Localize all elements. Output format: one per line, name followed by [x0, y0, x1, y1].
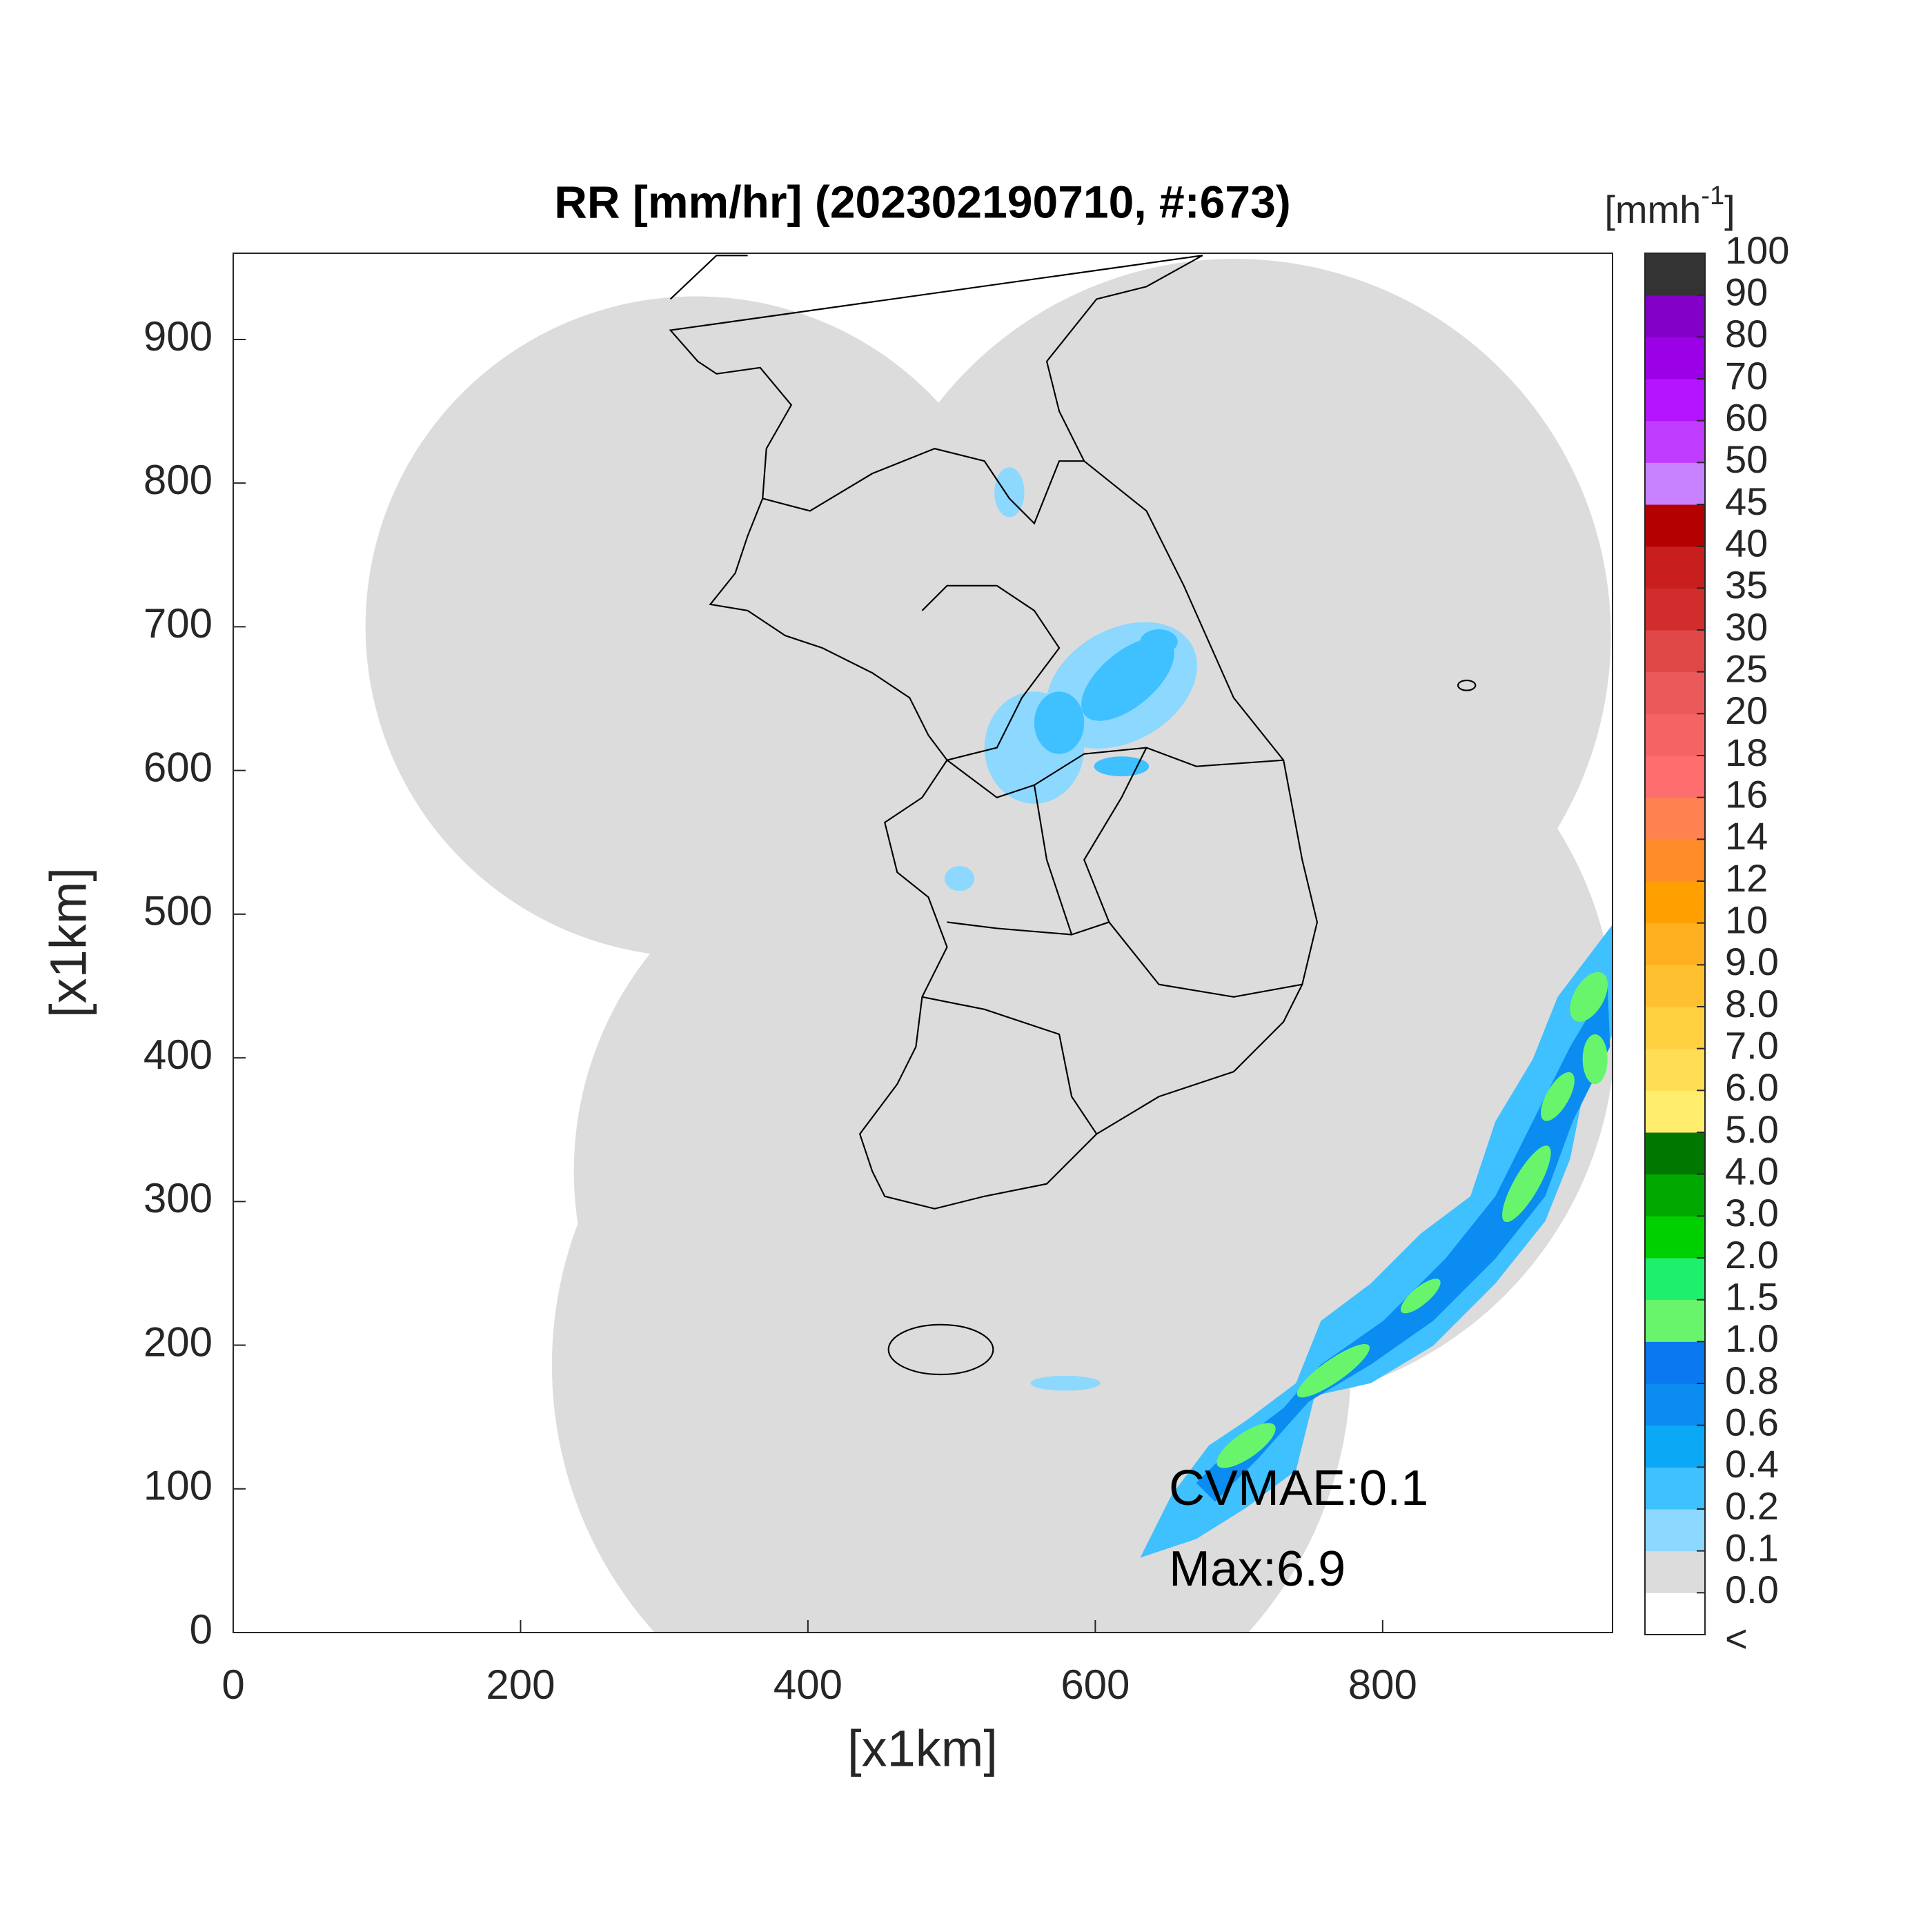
colorbar-band — [1645, 504, 1705, 547]
colorbar-tick-label: 2.0 — [1725, 1233, 1779, 1276]
colorbar-band — [1645, 1174, 1705, 1216]
colorbar-tick-label: 0.4 — [1725, 1442, 1779, 1486]
colorbar-band — [1645, 713, 1705, 756]
colorbar-tick-label: 30 — [1725, 605, 1768, 649]
colorbar-band — [1645, 1341, 1705, 1384]
x-tick-label: 400 — [773, 1662, 842, 1708]
colorbar-band — [1645, 337, 1705, 379]
y-tick-label: 800 — [144, 457, 213, 503]
x-tick-label: 600 — [1061, 1662, 1130, 1708]
colorbar-band — [1645, 1383, 1705, 1426]
colorbar-label: [mmh-1] — [1604, 181, 1735, 231]
y-tick-label: 500 — [144, 888, 213, 934]
colorbar-tick-label: 7.0 — [1725, 1023, 1779, 1067]
colorbar-band — [1645, 1299, 1705, 1342]
colorbar-band — [1645, 881, 1705, 924]
radar-coverage — [365, 259, 1613, 1633]
y-tick-label: 100 — [144, 1463, 213, 1509]
colorbar-tick-label: 20 — [1725, 689, 1768, 732]
colorbar-band — [1645, 965, 1705, 1007]
coastline — [669, 255, 1477, 1376]
plot-frame — [233, 253, 1613, 1633]
y-axis-label: [x1km] — [40, 867, 97, 1018]
colorbar-tick-label: 60 — [1725, 395, 1768, 439]
colorbar-band — [1645, 462, 1705, 505]
colorbar-band — [1645, 295, 1705, 337]
colorbar-tick-label: 4.0 — [1725, 1149, 1779, 1192]
y-tick-label: 0 — [190, 1606, 213, 1653]
colorbar-band — [1645, 1216, 1705, 1259]
colorbar-band — [1645, 1550, 1705, 1593]
colorbar-frame — [1644, 253, 1706, 1635]
colorbar-tick-label: 16 — [1725, 772, 1768, 816]
colorbar-band — [1645, 756, 1705, 798]
y-tick-label: 300 — [144, 1175, 213, 1221]
colorbar-tick-label: 40 — [1725, 521, 1768, 564]
colorbar-band — [1645, 379, 1705, 422]
colorbar-band — [1645, 797, 1705, 840]
colorbar-tick-label: 9.0 — [1725, 940, 1779, 983]
colorbar-tick-label: 45 — [1725, 480, 1768, 523]
colorbar-tick-label: 0.1 — [1725, 1526, 1779, 1569]
y-tick-label: 600 — [144, 744, 213, 790]
colorbar-tick-label: 0.8 — [1725, 1359, 1779, 1402]
colorbar-tick-label: 35 — [1725, 563, 1768, 607]
colorbar-band — [1645, 671, 1705, 714]
colorbar-band — [1645, 1132, 1705, 1175]
colorbar-band — [1645, 546, 1705, 589]
chart-title: RR [mm/hr] (202302190710, #:673) — [554, 176, 1291, 227]
y-tick-label: 900 — [144, 313, 213, 359]
colorbar-label-text: [mmh — [1604, 188, 1701, 231]
colorbar-tick-label: 6.0 — [1725, 1065, 1779, 1109]
annotation: Max:6.9 — [1169, 1541, 1346, 1597]
colorbar-tick-label: 12 — [1725, 856, 1768, 900]
colorbar-tick-label: 1.5 — [1725, 1274, 1779, 1318]
colorbar-tick-label: 0.2 — [1725, 1484, 1779, 1528]
colorbar-tick-label: 8.0 — [1725, 982, 1779, 1025]
map-layer — [365, 255, 1613, 1633]
colorbar-band — [1645, 1090, 1705, 1133]
colorbar-band — [1645, 1007, 1705, 1049]
colorbar-band — [1645, 630, 1705, 673]
colorbar-tick-label: 50 — [1725, 437, 1768, 481]
colorbar-tick-label: 0.6 — [1725, 1400, 1779, 1443]
colorbar-band — [1645, 1258, 1705, 1301]
x-axis-label: [x1km] — [847, 1720, 998, 1777]
colorbar-band — [1645, 1509, 1705, 1552]
colorbar-band — [1645, 1593, 1705, 1635]
colorbar-band — [1645, 1425, 1705, 1468]
colorbar-tick-label: 100 — [1725, 228, 1789, 272]
y-tick-label: 200 — [144, 1319, 213, 1365]
y-tick-label: 700 — [144, 600, 213, 647]
colorbar-band — [1645, 923, 1705, 965]
colorbar-tick-label: 90 — [1725, 270, 1768, 313]
annotation: CVMAE:0.1 — [1169, 1461, 1428, 1516]
colorbar-tick-label: 10 — [1725, 898, 1768, 941]
colorbar-tick-label: 3.0 — [1725, 1191, 1779, 1234]
colorbar-tick-label: 25 — [1725, 647, 1768, 690]
precipitation — [944, 467, 1613, 1558]
colorbar-below-label: < — [1725, 1617, 1748, 1660]
colorbar-tick-label: 70 — [1725, 354, 1768, 397]
x-tick-label: 0 — [221, 1662, 244, 1708]
colorbar-tick-label: 18 — [1725, 731, 1768, 774]
colorbar-tick-label: 14 — [1725, 814, 1768, 858]
colorbar-band — [1645, 1048, 1705, 1091]
colorbar-band — [1645, 420, 1705, 463]
colorbar-band — [1645, 588, 1705, 631]
x-tick-label: 800 — [1348, 1662, 1417, 1708]
colorbar-tick-label: 80 — [1725, 312, 1768, 355]
colorbar-tick-label: 5.0 — [1725, 1107, 1779, 1151]
y-tick-label: 400 — [144, 1032, 213, 1078]
colorbar-label-superscript: -1 — [1701, 181, 1724, 210]
colorbar-band — [1645, 253, 1705, 296]
colorbar-band — [1645, 839, 1705, 882]
x-tick-label: 200 — [486, 1662, 555, 1708]
colorbar-tick-label: 0.0 — [1725, 1568, 1779, 1611]
colorbar-band — [1645, 1467, 1705, 1510]
colorbar-tick-label: 1.0 — [1725, 1317, 1779, 1360]
colorbar-label-text: ] — [1724, 188, 1735, 231]
